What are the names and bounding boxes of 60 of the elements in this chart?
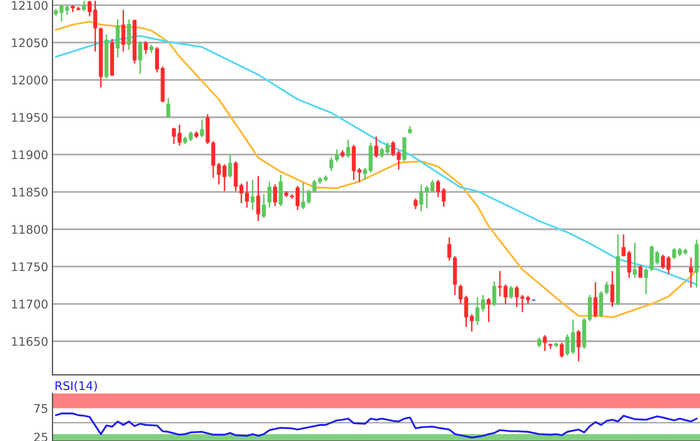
candlestick — [447, 236, 452, 262]
candlestick — [267, 180, 272, 208]
y-tick-label: 12100 — [12, 0, 48, 10]
line-series — [54, 34, 698, 286]
candlestick — [250, 179, 255, 211]
candlestick — [599, 290, 604, 318]
candlestick — [262, 193, 266, 219]
y-tick-label: 12050 — [12, 38, 48, 48]
candlestick — [144, 40, 148, 54]
candlestick — [329, 156, 334, 172]
candlestick — [391, 140, 396, 157]
candlestick — [644, 267, 648, 295]
y-tick-label: 11950 — [12, 112, 48, 122]
candlestick — [228, 154, 232, 178]
candlestick — [638, 264, 642, 278]
candlestick — [357, 167, 362, 183]
candlestick — [509, 285, 514, 300]
candlestick — [650, 244, 654, 272]
candlestick — [689, 256, 693, 288]
candlestick — [126, 18, 131, 51]
candlestick — [414, 198, 418, 210]
candlestick — [346, 138, 350, 158]
y-tick-label: 11650 — [12, 336, 48, 346]
y-tick-label: 11850 — [12, 188, 48, 197]
candlestick — [655, 250, 660, 266]
candlestick — [610, 270, 614, 308]
candlestick — [273, 184, 278, 207]
candlestick — [470, 314, 474, 332]
candlestick — [116, 18, 120, 58]
y-tick-label: 12000 — [12, 76, 48, 85]
candlestick — [486, 297, 491, 323]
candlestick — [604, 280, 609, 295]
candlestick — [121, 9, 126, 52]
candlestick — [588, 294, 592, 322]
candlestick — [419, 184, 424, 212]
candlestick — [672, 247, 676, 260]
candlestick — [82, 0, 86, 12]
candlestick — [138, 40, 142, 75]
candlestick — [334, 148, 339, 163]
y-tick-label: 11800 — [12, 224, 48, 234]
candlestick — [576, 329, 581, 362]
candlestick — [278, 174, 283, 207]
y-tick-label: 75 — [34, 404, 48, 413]
candlestick — [492, 280, 496, 307]
line-series — [54, 20, 698, 318]
candlestick — [593, 282, 598, 318]
candlestick — [200, 118, 204, 138]
candlestick — [402, 136, 406, 162]
candlestick — [301, 182, 306, 210]
y-tick-label: 11750 — [12, 262, 48, 272]
candlestick — [306, 188, 311, 205]
y-tick-label: 11900 — [12, 150, 48, 160]
candlestick — [211, 140, 216, 178]
chart-title: RSI(14) — [56, 381, 97, 392]
candlestick — [542, 334, 547, 352]
candlestick — [256, 176, 260, 222]
candlestick — [166, 97, 170, 118]
candlestick — [632, 242, 637, 278]
y-tick-label: 11700 — [12, 300, 48, 309]
line-series — [54, 412, 698, 438]
